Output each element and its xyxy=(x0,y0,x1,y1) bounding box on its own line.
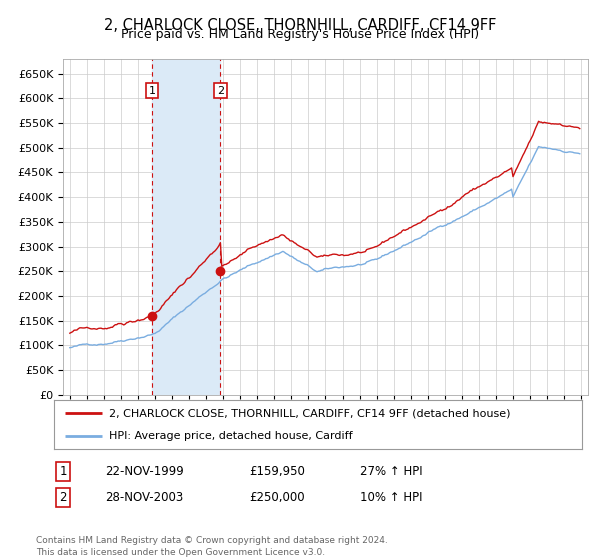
Text: 1: 1 xyxy=(59,465,67,478)
Text: 2, CHARLOCK CLOSE, THORNHILL, CARDIFF, CF14 9FF: 2, CHARLOCK CLOSE, THORNHILL, CARDIFF, C… xyxy=(104,18,496,33)
Bar xyxy=(152,59,220,395)
Text: 10% ↑ HPI: 10% ↑ HPI xyxy=(360,491,422,504)
Text: Contains HM Land Registry data © Crown copyright and database right 2024.
This d: Contains HM Land Registry data © Crown c… xyxy=(36,536,388,557)
Text: 2, CHARLOCK CLOSE, THORNHILL, CARDIFF, CF14 9FF (detached house): 2, CHARLOCK CLOSE, THORNHILL, CARDIFF, C… xyxy=(109,408,511,418)
Text: 27% ↑ HPI: 27% ↑ HPI xyxy=(360,465,422,478)
Text: HPI: Average price, detached house, Cardiff: HPI: Average price, detached house, Card… xyxy=(109,431,353,441)
Text: 22-NOV-1999: 22-NOV-1999 xyxy=(105,465,184,478)
Text: 2: 2 xyxy=(59,491,67,504)
Text: £159,950: £159,950 xyxy=(249,465,305,478)
Text: 1: 1 xyxy=(149,86,156,96)
Text: £250,000: £250,000 xyxy=(249,491,305,504)
Text: Price paid vs. HM Land Registry's House Price Index (HPI): Price paid vs. HM Land Registry's House … xyxy=(121,28,479,41)
Text: 28-NOV-2003: 28-NOV-2003 xyxy=(105,491,183,504)
Text: 2: 2 xyxy=(217,86,224,96)
